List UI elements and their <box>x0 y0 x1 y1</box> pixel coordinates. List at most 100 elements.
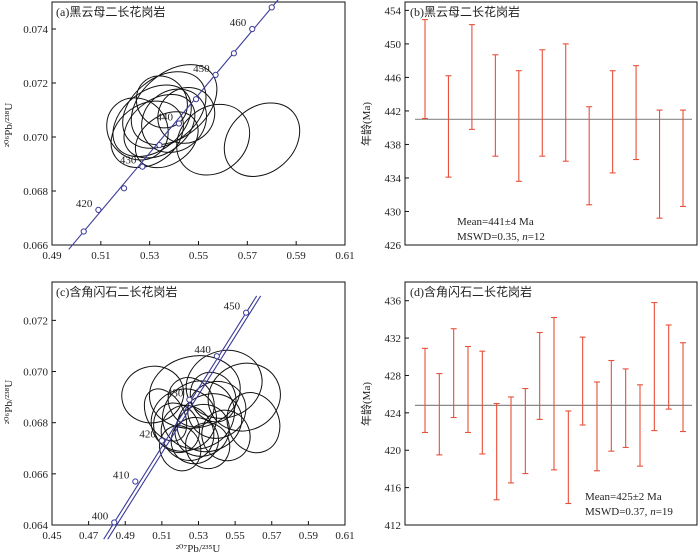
y-tick-label: 430 <box>385 206 402 218</box>
y-tick-label: 442 <box>385 106 402 118</box>
x-tick-label: 0.57 <box>238 250 258 262</box>
concordia-line <box>68 0 279 250</box>
concordia-age-label: 450 <box>193 63 210 75</box>
y-tick-label: 438 <box>385 139 402 151</box>
y-tick-label: 446 <box>385 72 402 84</box>
error-ellipse <box>130 64 218 146</box>
concordia-age-marker <box>212 71 219 79</box>
y-tick-label: 0.066 <box>23 469 48 481</box>
panel-c-ylabel: ²⁰⁶Pb/²³⁸U <box>3 380 15 425</box>
y-tick-label: 412 <box>385 520 402 532</box>
x-tick-label: 0.47 <box>79 530 99 542</box>
error-ellipse <box>110 100 184 169</box>
panel-d-mean-text: Mean=425±2 Ma <box>585 491 662 503</box>
panel-c-ellipses <box>121 349 281 472</box>
panel-b-n-var: n <box>522 231 528 243</box>
panel-b-title: (b)黑云母二长花岗岩 <box>410 4 520 19</box>
y-tick-label: 424 <box>385 408 402 420</box>
concordia-age-label: 420 <box>139 429 156 441</box>
concordia-age-label: 430 <box>167 388 184 400</box>
x-tick-label: 0.61 <box>335 530 354 542</box>
y-tick-label: 432 <box>385 333 402 345</box>
error-ellipse <box>176 103 251 176</box>
y-tick-label: 436 <box>385 296 402 308</box>
panel-b-mswd-text: MSWD=0.35, n=12 <box>457 231 545 243</box>
concordia-age-marker <box>243 309 250 316</box>
concordia-age-label: 440 <box>194 344 211 356</box>
panel-d-frame <box>404 281 698 526</box>
x-tick-label: 0.61 <box>335 250 354 262</box>
concordia-age-marker <box>120 185 128 192</box>
panel-b-frame <box>404 1 698 246</box>
x-tick-label: 0.57 <box>262 530 282 542</box>
y-tick-label: 416 <box>385 483 402 495</box>
concordia-age-marker <box>158 437 165 444</box>
concordia-age-marker <box>139 163 146 170</box>
panel-a-ellipses <box>106 64 301 177</box>
concordia-age-label: 430 <box>120 155 137 167</box>
concordia-age-label: 450 <box>224 301 241 313</box>
x-tick-label: 0.55 <box>226 530 246 542</box>
panel-d-error-bars <box>422 302 686 505</box>
panel-c-concordia: (c)含角闪石二长花岗岩 ²⁰⁶Pb/²³⁸U ²⁰⁷Pb/²³⁵U 0.45 0… <box>3 281 355 555</box>
concordia-age-marker <box>230 50 238 57</box>
y-tick-label: 0.074 <box>23 24 48 36</box>
panel-a-xticks: 0.49 0.51 0.53 0.55 0.57 0.59 0.61 <box>42 241 355 262</box>
concordia-age-marker <box>132 478 139 485</box>
concordia-line <box>103 295 258 540</box>
concordia-age-marker <box>111 519 118 526</box>
panel-b-mean-text: Mean=441±4 Ma <box>457 216 534 228</box>
y-tick-label: 434 <box>385 173 402 185</box>
x-tick-label: 0.53 <box>189 530 209 542</box>
panel-c-xticks: 0.45 0.47 0.49 0.51 0.53 0.55 0.57 0.59 0.61 <box>42 521 355 542</box>
panel-b-mswd: MSWD=0.35, <box>457 231 522 243</box>
panel-d-mswd-text: MSWD=0.37, n=19 <box>585 506 673 518</box>
concordia-age-marker <box>175 120 183 127</box>
panel-a-yticks: 0.066 0.068 0.070 0.072 0.074 <box>23 24 56 252</box>
x-tick-label: 0.55 <box>189 250 209 262</box>
panel-b-n: =12 <box>528 231 545 243</box>
y-tick-label: 426 <box>385 240 402 252</box>
panel-c-concordia-curve: 400 410 420 430 440 450 <box>92 295 262 540</box>
x-tick-label: 0.53 <box>140 250 160 262</box>
error-ellipse <box>223 102 301 177</box>
panel-d-n: =19 <box>656 506 674 518</box>
panel-b-ylabel: 年龄(Ma) <box>359 102 373 146</box>
y-tick-label: 454 <box>385 5 402 17</box>
x-tick-label: 0.49 <box>116 530 136 542</box>
error-ellipse <box>226 392 281 454</box>
y-tick-label: 0.068 <box>23 186 48 198</box>
error-ellipse <box>162 380 235 450</box>
concordia-age-marker <box>186 396 193 403</box>
x-tick-label: 0.59 <box>287 250 307 262</box>
error-ellipse <box>185 422 231 470</box>
error-ellipse <box>159 425 202 472</box>
panel-a-concordia: (a)黑云母二长花岗岩 ²⁰⁶Pb/²³⁸U 0.49 0.51 0.53 0.55 0… <box>3 0 355 262</box>
concordia-age-marker <box>192 96 200 103</box>
error-ellipse <box>122 71 207 149</box>
x-tick-label: 0.45 <box>42 530 62 542</box>
y-tick-label: 0.070 <box>23 132 48 144</box>
error-ellipse <box>141 88 207 153</box>
concordia-age-marker <box>80 228 87 235</box>
concordia-age-marker <box>156 142 163 149</box>
concordia-age-label: 410 <box>113 470 130 482</box>
panel-d-ages: (d)含角闪石二长花岗岩 年龄(Ma) 412 416 420 424 428 432 43… <box>359 281 698 532</box>
concordia-age-label: 420 <box>76 198 93 210</box>
concordia-age-marker <box>213 353 220 360</box>
error-ellipse <box>143 388 188 442</box>
concordia-age-label: 440 <box>156 112 173 124</box>
panel-c-xlabel: ²⁰⁷Pb/²³⁵U <box>176 543 221 555</box>
y-tick-label: 0.068 <box>23 418 48 430</box>
panel-d-ylabel: 年龄(Ma) <box>359 382 373 426</box>
concordia-age-marker <box>249 25 256 33</box>
concordia-age-label: 460 <box>230 17 247 29</box>
y-tick-label: 420 <box>385 445 402 457</box>
y-tick-label: 0.072 <box>23 78 48 90</box>
y-tick-label: 0.072 <box>23 315 48 327</box>
panel-d-mswd: MSWD=0.37, <box>585 506 650 518</box>
y-tick-label: 0.070 <box>23 367 48 379</box>
error-ellipse <box>201 409 251 462</box>
concordia-age-marker <box>95 206 102 213</box>
